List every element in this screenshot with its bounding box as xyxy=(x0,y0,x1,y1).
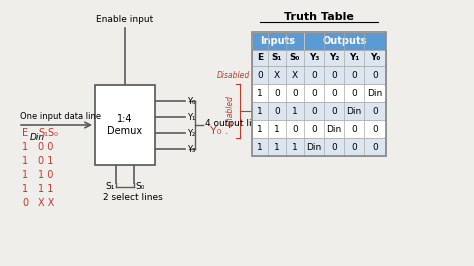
Text: 2 select lines: 2 select lines xyxy=(103,193,163,202)
Text: Y₃: Y₃ xyxy=(309,53,319,63)
FancyBboxPatch shape xyxy=(304,32,386,50)
Text: 4 output lines: 4 output lines xyxy=(205,119,268,128)
FancyBboxPatch shape xyxy=(252,84,386,102)
Text: Din: Din xyxy=(346,106,362,115)
Text: 1: 1 xyxy=(274,143,280,152)
Text: 0: 0 xyxy=(331,70,337,80)
Text: 0: 0 xyxy=(22,198,28,208)
Text: 1: 1 xyxy=(292,106,298,115)
Text: One input data line: One input data line xyxy=(20,112,101,121)
Text: X X: X X xyxy=(38,198,54,208)
FancyBboxPatch shape xyxy=(95,85,155,165)
Text: 0: 0 xyxy=(311,106,317,115)
Text: 0: 0 xyxy=(372,124,378,134)
Text: 0: 0 xyxy=(351,70,357,80)
Text: 1: 1 xyxy=(257,124,263,134)
Text: 1: 1 xyxy=(274,124,280,134)
Text: 1: 1 xyxy=(257,106,263,115)
FancyBboxPatch shape xyxy=(252,138,386,156)
Text: Y₁: Y₁ xyxy=(187,113,195,122)
Text: 1: 1 xyxy=(22,170,28,180)
Text: S₁: S₁ xyxy=(272,53,282,63)
Text: Truth Table: Truth Table xyxy=(284,12,354,22)
Text: Inputs: Inputs xyxy=(261,36,295,46)
Text: 1 1: 1 1 xyxy=(38,184,54,194)
Text: Outputs: Outputs xyxy=(323,36,367,46)
FancyBboxPatch shape xyxy=(252,50,386,66)
Text: S₀: S₀ xyxy=(135,182,145,191)
Text: 0 1: 0 1 xyxy=(38,156,54,166)
Text: Din: Din xyxy=(30,133,45,142)
Text: 1 0: 1 0 xyxy=(38,170,54,180)
Text: X: X xyxy=(274,70,280,80)
Text: 0: 0 xyxy=(311,70,317,80)
Text: Y₀: Y₀ xyxy=(370,53,380,63)
Text: 1: 1 xyxy=(22,142,28,152)
Text: 1: 1 xyxy=(22,184,28,194)
Text: S₁: S₁ xyxy=(106,182,115,191)
Text: 1: 1 xyxy=(292,143,298,152)
Text: S₁S₀: S₁S₀ xyxy=(38,128,58,138)
Text: Y₂: Y₂ xyxy=(329,53,339,63)
FancyBboxPatch shape xyxy=(252,102,386,120)
Text: 1:4
Demux: 1:4 Demux xyxy=(108,114,143,136)
Text: Din: Din xyxy=(327,124,342,134)
Text: Y₀ .: Y₀ . xyxy=(210,126,228,136)
Text: 0: 0 xyxy=(331,89,337,98)
Text: 0 0: 0 0 xyxy=(38,142,54,152)
Text: Din: Din xyxy=(367,89,383,98)
Text: 1: 1 xyxy=(257,143,263,152)
Text: Y₃: Y₃ xyxy=(187,144,195,153)
Text: Y₂: Y₂ xyxy=(187,128,195,138)
Text: 0: 0 xyxy=(351,124,357,134)
Text: Enable input: Enable input xyxy=(96,15,154,24)
Text: S₀: S₀ xyxy=(290,53,300,63)
Text: E: E xyxy=(22,128,28,138)
Text: 0: 0 xyxy=(274,89,280,98)
Text: 0: 0 xyxy=(331,106,337,115)
FancyBboxPatch shape xyxy=(252,120,386,138)
Text: Y₀: Y₀ xyxy=(187,97,195,106)
Text: 0: 0 xyxy=(331,143,337,152)
Text: 0: 0 xyxy=(351,89,357,98)
Text: Disabled: Disabled xyxy=(217,70,250,80)
Text: 0: 0 xyxy=(257,70,263,80)
Text: 1: 1 xyxy=(257,89,263,98)
Text: 1: 1 xyxy=(22,156,28,166)
Text: 0: 0 xyxy=(311,124,317,134)
FancyBboxPatch shape xyxy=(252,32,304,50)
Text: 0: 0 xyxy=(372,106,378,115)
Text: 0: 0 xyxy=(292,89,298,98)
Text: 0: 0 xyxy=(274,106,280,115)
Text: Din: Din xyxy=(306,143,322,152)
Text: 0: 0 xyxy=(372,143,378,152)
Text: 0: 0 xyxy=(351,143,357,152)
FancyBboxPatch shape xyxy=(252,66,386,84)
Text: 0: 0 xyxy=(311,89,317,98)
Text: 0: 0 xyxy=(372,70,378,80)
Text: X: X xyxy=(292,70,298,80)
Text: Y₁: Y₁ xyxy=(349,53,359,63)
Text: Enabled: Enabled xyxy=(226,95,235,127)
Text: E: E xyxy=(257,53,263,63)
Text: 0: 0 xyxy=(292,124,298,134)
